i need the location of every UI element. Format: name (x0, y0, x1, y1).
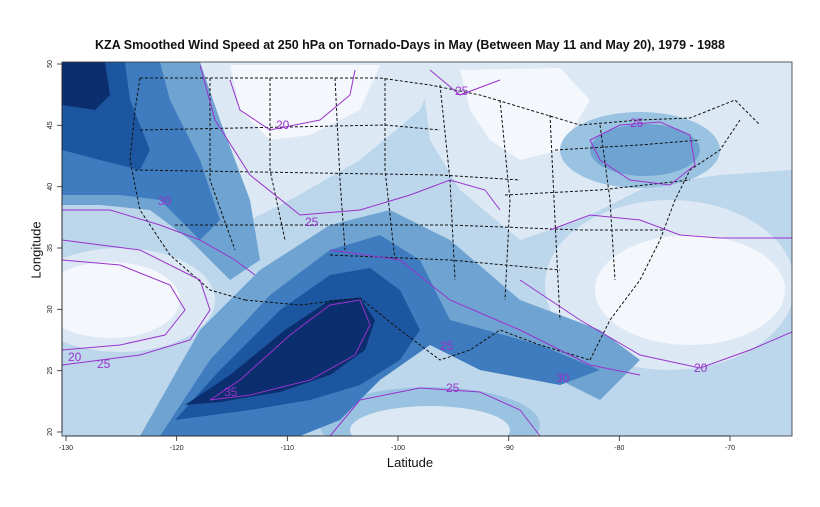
contour-label: 25 (305, 215, 319, 229)
y-tick-label: 40 (47, 183, 54, 191)
border-state-horizontal-3 (175, 224, 665, 231)
contour-label: 25 (97, 357, 111, 371)
x-tick-label: -100 (391, 445, 405, 452)
contour-labels: 25 20 25 30 25 25 20 25 35 25 30 20 (68, 84, 708, 399)
x-tick-label: -120 (170, 445, 184, 452)
contour-30-south (329, 249, 641, 376)
x-tick-label: -70 (725, 445, 735, 452)
map-title: KZA Smoothed Wind Speed at 250 hPa on To… (95, 38, 725, 52)
x-tick-label: -130 (59, 445, 73, 452)
wind-speed-field (62, 62, 792, 436)
contour-25-gulf (329, 387, 541, 436)
x-tick-label: -90 (504, 445, 514, 452)
jet-north-east-core (590, 124, 700, 176)
border-state-vertical-4 (384, 78, 396, 261)
contour-25-north (199, 64, 501, 216)
border-state-vertical-6 (499, 99, 511, 301)
contour-20-pacific (62, 259, 186, 351)
contour-label: 30 (158, 194, 172, 208)
border-state-vertical-7 (549, 114, 561, 321)
jet-north-west-max (62, 62, 110, 110)
contour-label: 25 (455, 84, 469, 98)
contour-label: 25 (630, 116, 644, 130)
contour-25-pacific (62, 239, 211, 366)
contour-30-west (62, 209, 256, 276)
border-state-vertical-8 (599, 124, 616, 281)
contour-20-atlantic (549, 214, 792, 239)
very-light-region-north (230, 65, 380, 140)
y-axis-label: Longitude (28, 221, 44, 279)
contour-25-north-east (589, 121, 696, 186)
y-tick-label: 45 (47, 121, 54, 129)
contour-label: 35 (224, 385, 238, 399)
x-tick-label: -110 (281, 445, 295, 452)
very-low-speed-atlantic (595, 235, 785, 345)
border-state-horizontal-4 (329, 254, 561, 271)
y-tick-label: 20 (47, 428, 54, 436)
border-state-horizontal-6 (554, 139, 701, 151)
border-canada (140, 77, 761, 126)
border-state-vertical-2 (269, 78, 286, 241)
x-axis-label: Latitude (386, 455, 434, 470)
border-state-horizontal-1 (139, 124, 441, 131)
contour-label: 25 (440, 339, 454, 353)
contour-20-atlantic-south (519, 279, 792, 369)
y-tick-label: 35 (47, 244, 54, 252)
border-state-horizontal-2 (134, 169, 521, 181)
jet-south-max (185, 298, 375, 405)
y-tick-label: 50 (47, 60, 54, 68)
x-axis: -130 -120 -110 -100 -90 -80 -70 (59, 435, 735, 452)
border-state-vertical-3 (334, 77, 346, 251)
contour-lines (62, 64, 792, 436)
border-west-coast (129, 77, 246, 301)
y-tick-label: 25 (47, 367, 54, 375)
border-state-vertical-1 (209, 78, 236, 251)
contour-label: 20 (68, 350, 82, 364)
contour-label: 30 (556, 371, 570, 385)
contour-label: 20 (694, 361, 708, 375)
y-axis: 20 25 30 35 40 45 50 (47, 60, 63, 436)
x-tick-label: -80 (614, 445, 624, 452)
very-low-speed-pacific (62, 262, 180, 338)
border-mexico (244, 297, 591, 361)
contour-20-north (229, 69, 356, 131)
contour-label: 20 (276, 118, 290, 132)
y-tick-label: 30 (47, 305, 54, 313)
contour-25-great-lakes (429, 69, 501, 96)
low-speed-gulf (350, 406, 510, 436)
very-light-region-north-east (460, 68, 590, 160)
border-gulf-east-coast (589, 119, 741, 361)
contour-label: 25 (446, 381, 460, 395)
contour-35-core (209, 299, 371, 401)
